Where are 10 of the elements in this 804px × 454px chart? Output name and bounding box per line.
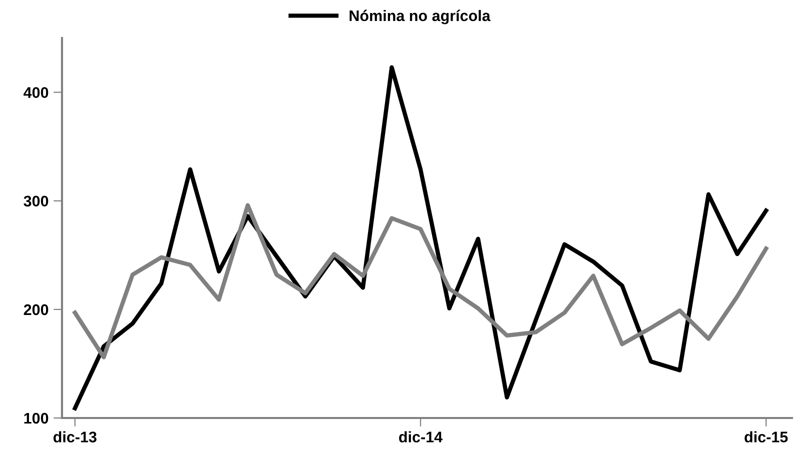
y-tick-label: 400 bbox=[24, 87, 48, 98]
y-tick-label: 300 bbox=[24, 196, 48, 207]
line-series bbox=[72, 203, 768, 360]
y-tick-label: 100 bbox=[24, 412, 48, 424]
x-tick-label: dic-14 bbox=[399, 431, 443, 442]
x-tick-label: dic-13 bbox=[54, 431, 96, 442]
x-tick-label: dic-15 bbox=[744, 431, 788, 442]
legend-label: Nómina no agrícola bbox=[350, 10, 491, 24]
line-series bbox=[72, 65, 768, 410]
y-tick-label: 200 bbox=[24, 304, 48, 316]
